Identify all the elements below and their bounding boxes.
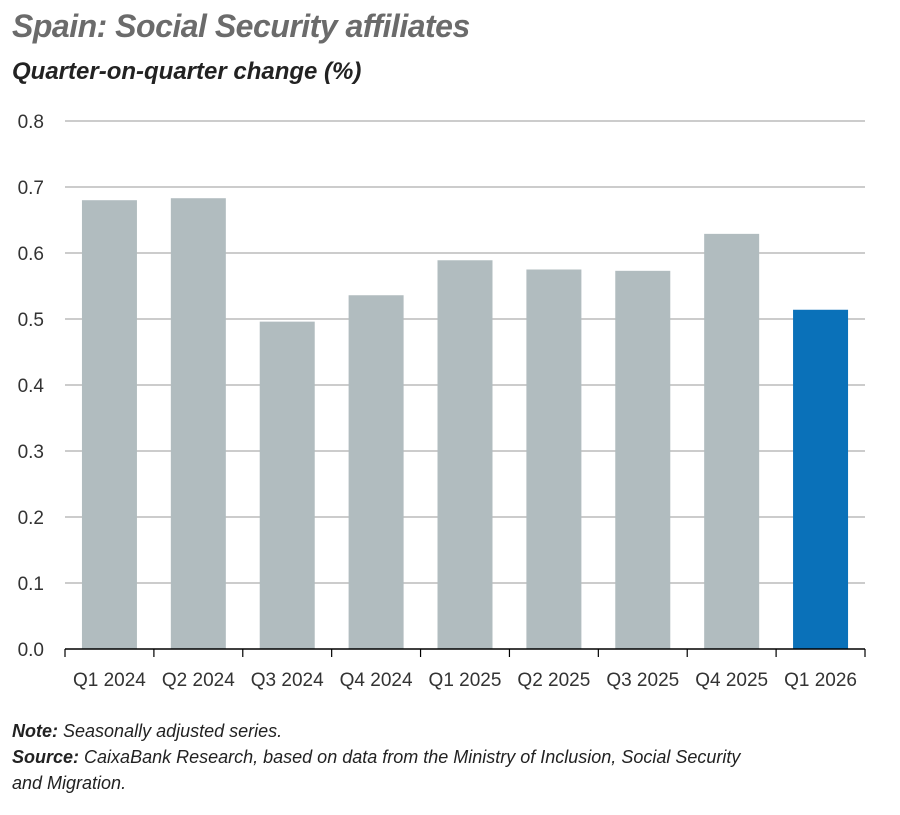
source-line: Source: CaixaBank Research, based on dat… <box>12 744 872 770</box>
y-tick-label: 0.4 <box>18 376 45 397</box>
x-tick-label: Q1 2026 <box>784 670 857 691</box>
bar-q1-2025 <box>437 260 493 649</box>
y-tick-label: 0.6 <box>18 244 44 265</box>
note-text: Seasonally adjusted series. <box>63 721 283 741</box>
x-tick-label: Q2 2025 <box>517 670 590 691</box>
x-axis <box>64 648 866 657</box>
bar-q4-2024 <box>348 295 404 649</box>
bars <box>81 198 849 650</box>
note-label: Note: <box>12 721 58 741</box>
bar-q3-2024 <box>259 321 315 649</box>
y-tick-label: 0.3 <box>18 442 44 463</box>
x-tick-label: Q4 2025 <box>695 670 768 691</box>
source-line-2: and Migration. <box>12 770 872 796</box>
x-axis-ticks: Q1 2024 Q2 2024 Q3 2024 Q4 2024 Q1 2025 Q2 20… <box>73 670 857 691</box>
x-tick-label: Q3 2024 <box>251 670 324 691</box>
x-tick-label: Q1 2025 <box>429 670 502 691</box>
source-label: Source: <box>12 747 80 767</box>
bar-q3-2025 <box>615 270 671 649</box>
x-tick-label: Q2 2024 <box>162 670 235 691</box>
y-axis-ticks: 0.0 0.1 0.2 0.3 0.4 0.5 0.6 0.7 0.8 <box>18 112 45 661</box>
y-tick-label: 0.2 <box>18 508 44 529</box>
source-text-line2: and Migration. <box>12 773 127 793</box>
bar-q2-2025 <box>526 269 582 649</box>
note-line: Note: Seasonally adjusted series. <box>12 718 872 744</box>
source-text-line1: CaixaBank Research, based on data from t… <box>84 747 741 767</box>
y-tick-label: 0.5 <box>18 310 44 331</box>
bar-q1-2026 <box>793 309 849 649</box>
x-tick-label: Q3 2025 <box>606 670 679 691</box>
bar-chart: 0.0 0.1 0.2 0.3 0.4 0.5 0.6 0.7 0.8 Q1 2024 Q2 20… <box>18 112 866 691</box>
x-tick-label: Q1 2024 <box>73 670 146 691</box>
bar-q2-2024 <box>170 198 226 649</box>
x-tick-label: Q4 2024 <box>340 670 413 691</box>
y-tick-label: 0.1 <box>18 574 44 595</box>
y-tick-label: 0.8 <box>18 112 44 133</box>
bar-q1-2024 <box>81 200 137 649</box>
y-tick-label: 0.7 <box>18 178 44 199</box>
y-tick-label: 0.0 <box>18 640 44 661</box>
bar-q4-2025 <box>704 233 760 650</box>
chart-subtitle: Quarter-on-quarter change (%) <box>12 58 362 85</box>
chart-notes: Note: Seasonally adjusted series. Source… <box>12 718 872 796</box>
chart-title: Spain: Social Security affiliates <box>12 8 470 44</box>
